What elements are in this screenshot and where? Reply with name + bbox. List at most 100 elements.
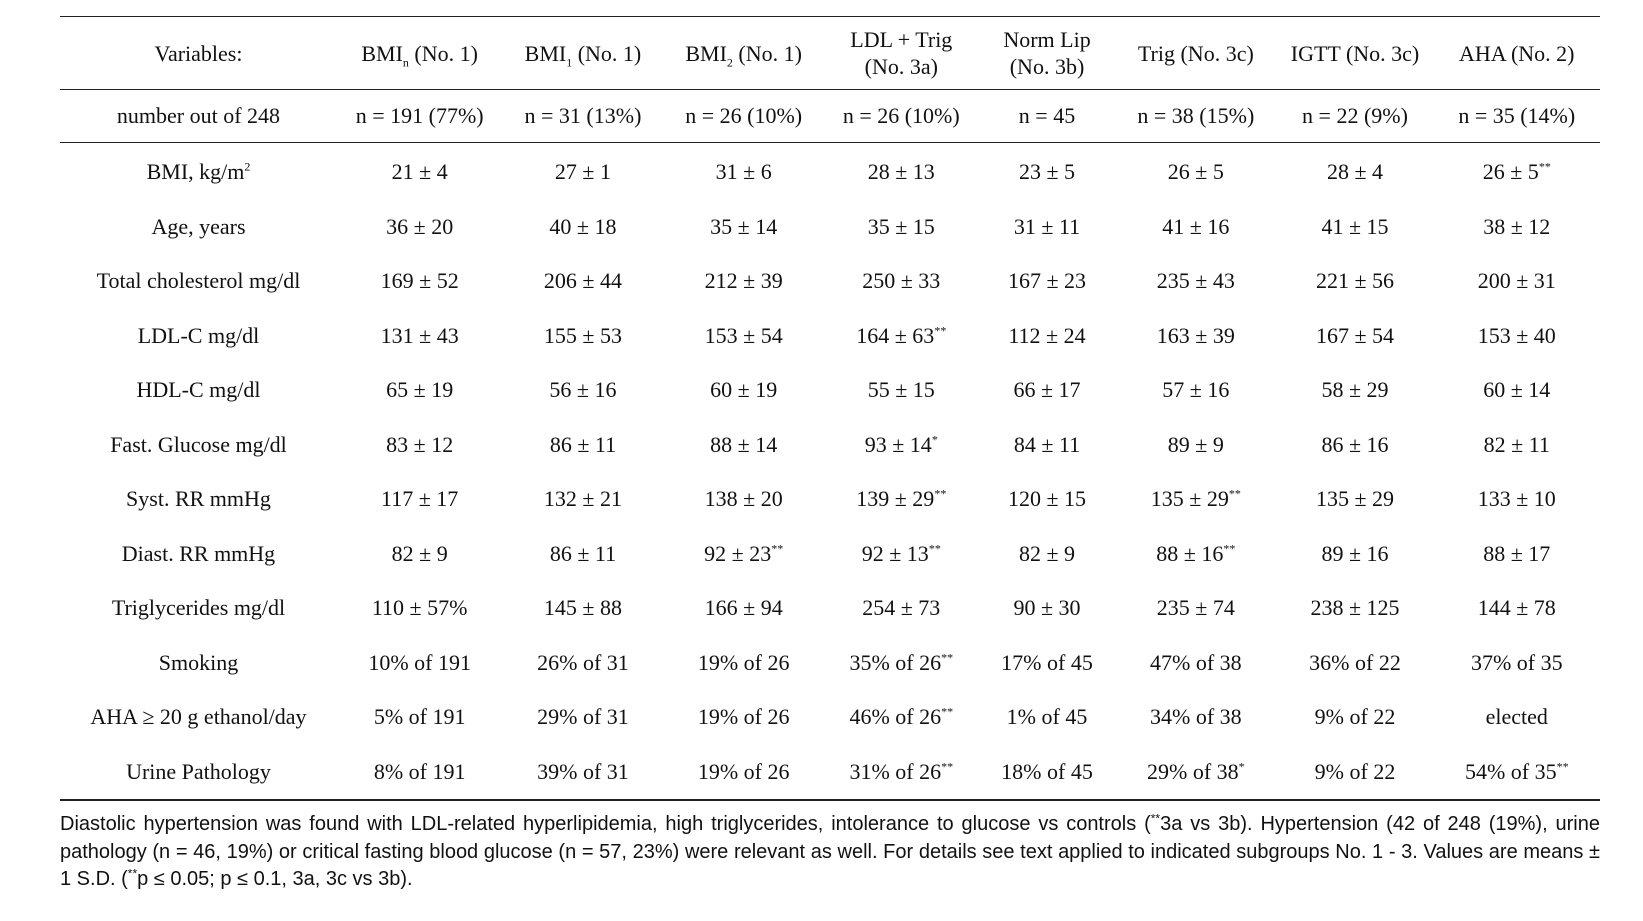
- count-cell: n = 38 (15%): [1115, 89, 1277, 143]
- count-row-label: number out of 248: [60, 89, 337, 143]
- table-cell: 26% of 31: [537, 649, 629, 675]
- count-cell: n = 22 (9%): [1276, 89, 1434, 143]
- table-cell: 153 ± 54: [704, 322, 783, 348]
- table-cell: 167 ± 54: [1315, 322, 1395, 348]
- table-row: Smoking 10% of 191 26% of 31 19% of 26 35% o…: [60, 636, 1600, 691]
- table-cell: 41 ± 16: [1162, 213, 1230, 239]
- table-cell: 200 ± 31: [1477, 268, 1556, 294]
- table-cell: 41 ± 15: [1321, 213, 1389, 239]
- row-label: HDL-C mg/dl: [136, 377, 261, 403]
- data-rows: BMI, kg/m2 21 ± 4 27 ± 1 31 ± 6 28 ± 13 23 ± …: [60, 143, 1600, 801]
- table-cell: 35% of 26**: [849, 649, 954, 675]
- table-cell: 65 ± 19: [386, 377, 454, 403]
- row-label: Total cholesterol mg/dl: [96, 268, 301, 294]
- table-cell: 82 ± 9: [1018, 540, 1076, 566]
- table-row: Age, years 36 ± 20 40 ± 18 35 ± 14 35 ± 15 31…: [60, 200, 1600, 255]
- table-cell: 26 ± 5: [1167, 159, 1224, 185]
- table-cell: 167 ± 23: [1007, 268, 1087, 294]
- header-bmi-1: BMI1 (No. 1): [502, 16, 664, 90]
- table-cell: 60 ± 14: [1483, 377, 1551, 403]
- table-cell: 166 ± 94: [704, 595, 783, 621]
- results-table: Variables: BMIn (No. 1) BMI1 (No. 1) BMI…: [60, 16, 1600, 801]
- table-cell: 212 ± 39: [704, 268, 783, 294]
- table-cell: 56 ± 16: [549, 377, 617, 403]
- row-label: Age, years: [151, 213, 246, 239]
- significance-marker: **: [941, 650, 954, 665]
- header-norm-lip: Norm Lip (No. 3b): [978, 16, 1116, 90]
- table-row: Total cholesterol mg/dl 169 ± 52 206 ± 44 2…: [60, 254, 1600, 309]
- table-cell: 28 ± 13: [867, 159, 935, 185]
- header-row: Variables: BMIn (No. 1) BMI1 (No. 1) BMI…: [60, 16, 1600, 90]
- table-cell: 110 ± 57%: [371, 595, 468, 621]
- table-cell: 163 ± 39: [1156, 322, 1235, 348]
- count-cell: n = 35 (14%): [1433, 89, 1600, 143]
- significance-marker: **: [934, 486, 947, 501]
- table-cell: 206 ± 44: [543, 268, 622, 294]
- table-cell: 9% of 22: [1276, 744, 1434, 801]
- table-cell: 155 ± 53: [543, 322, 622, 348]
- header-bmi-2: BMI2 (No. 1): [663, 16, 824, 90]
- table-cell: 17% of 45: [1001, 649, 1093, 675]
- header-variables: Variables:: [60, 16, 337, 90]
- table-container: Variables: BMIn (No. 1) BMI1 (No. 1) BMI…: [60, 16, 1600, 894]
- significance-marker: **: [1228, 486, 1241, 501]
- table-cell: 235 ± 43: [1156, 268, 1235, 294]
- table-cell: 18% of 45: [978, 744, 1116, 801]
- table-cell: 112 ± 24: [1008, 322, 1086, 348]
- row-label: AHA ≥ 20 g ethanol/day: [90, 704, 307, 730]
- table-cell: elected: [1485, 704, 1548, 730]
- table-cell: 164 ± 63**: [856, 322, 947, 348]
- row-label: LDL-C mg/dl: [137, 322, 260, 348]
- significance-marker: *: [931, 432, 938, 447]
- table-row: Diast. RR mmHg 82 ± 9 86 ± 11 92 ± 23** 92 ±…: [60, 527, 1600, 582]
- table-cell: 153 ± 40: [1477, 322, 1556, 348]
- table-row: HDL-C mg/dl 65 ± 19 56 ± 16 60 ± 19 55 ± 15 6…: [60, 363, 1600, 418]
- table-row: AHA ≥ 20 g ethanol/day 5% of 191 29% of 31…: [60, 690, 1600, 745]
- count-row: number out of 248 n = 191 (77%) n = 31 (…: [60, 89, 1600, 143]
- table-cell: 27 ± 1: [554, 159, 611, 185]
- significance-marker: **: [934, 323, 947, 338]
- table-cell: 5% of 191: [373, 704, 466, 730]
- table-cell: 144 ± 78: [1477, 595, 1556, 621]
- table-cell: 8% of 191: [336, 744, 503, 801]
- significance-marker: **: [1556, 759, 1569, 774]
- table-cell: 90 ± 30: [1013, 595, 1081, 621]
- header-ldl-trig: LDL + Trig (No. 3a): [823, 16, 979, 90]
- table-cell: 36% of 22: [1309, 649, 1401, 675]
- header-aha: AHA (No. 2): [1433, 16, 1600, 90]
- table-cell: 19% of 26: [697, 704, 790, 730]
- table-cell: 38 ± 12: [1483, 213, 1551, 239]
- table-cell: 86 ± 11: [549, 431, 617, 457]
- table-row: Syst. RR mmHg 117 ± 17 132 ± 21 138 ± 20 139…: [60, 472, 1600, 527]
- table-cell: 35 ± 15: [867, 213, 935, 239]
- table-cell: 145 ± 88: [543, 595, 622, 621]
- table-cell: 139 ± 29**: [856, 486, 947, 512]
- table-cell: 46% of 26**: [849, 704, 954, 730]
- table-cell: 35 ± 14: [710, 213, 778, 239]
- table-cell: 54% of 35**: [1433, 744, 1600, 801]
- row-label: Urine Pathology: [60, 744, 337, 801]
- table-cell: 84 ± 11: [1013, 431, 1081, 457]
- table-row: Triglycerides mg/dl 110 ± 57% 145 ± 88 166 …: [60, 581, 1600, 636]
- significance-marker: **: [941, 759, 954, 774]
- table-cell: 37% of 35: [1470, 649, 1563, 675]
- table-cell: 82 ± 9: [391, 540, 448, 566]
- table-cell: 138 ± 20: [704, 486, 783, 512]
- significance-marker: *: [1238, 759, 1245, 774]
- table-cell: 254 ± 73: [862, 595, 941, 621]
- table-cell: 88 ± 14: [710, 431, 778, 457]
- table-cell: 10% of 191: [368, 649, 471, 675]
- table-row: LDL-C mg/dl 131 ± 43 155 ± 53 153 ± 54 164 ±…: [60, 309, 1600, 364]
- table-cell: 120 ± 15: [1007, 486, 1087, 512]
- row-label: Smoking: [158, 649, 239, 675]
- significance-marker: **: [928, 541, 941, 556]
- table-cell: 93 ± 14*: [864, 431, 938, 457]
- table-row: Fast. Glucose mg/dl 83 ± 12 86 ± 11 88 ± 14…: [60, 418, 1600, 473]
- count-cell: n = 191 (77%): [336, 89, 503, 143]
- table-cell: 92 ± 13**: [861, 540, 941, 566]
- significance-marker: **: [1223, 541, 1236, 556]
- table-cell: 31 ± 11: [1013, 213, 1081, 239]
- table-cell: 40 ± 18: [549, 213, 617, 239]
- count-cell: n = 45: [978, 89, 1116, 143]
- table-cell: 92 ± 23**: [704, 540, 784, 566]
